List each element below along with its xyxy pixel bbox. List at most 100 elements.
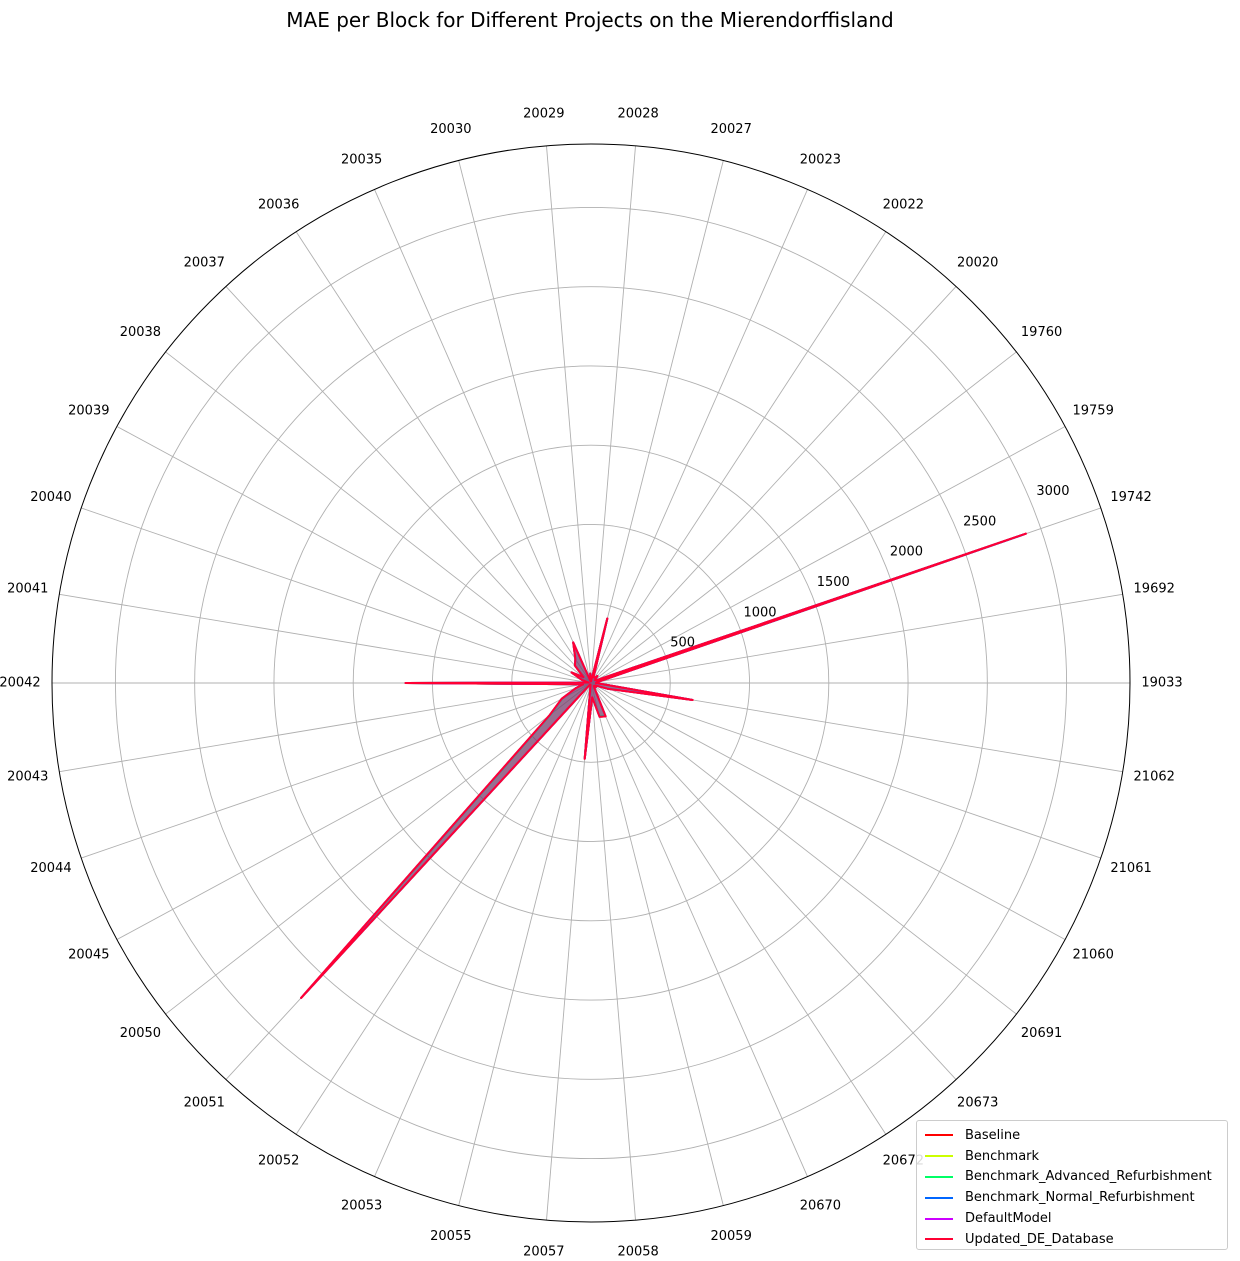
category-label: 21060 (1072, 947, 1113, 962)
series-line (300, 532, 1027, 999)
chart-legend: Baseline Benchmark Benchmark_Advanced_Refu… (916, 1120, 1228, 1250)
category-label: 20050 (120, 1026, 161, 1041)
chart-title: MAE per Block for Different Projects on … (286, 8, 894, 32)
grid-spoke (81, 507, 592, 684)
radial-tick-label: 1000 (743, 605, 776, 620)
category-label: 19742 (1110, 490, 1151, 505)
category-label: 20044 (30, 861, 71, 876)
grid-spoke (374, 682, 592, 1177)
category-label: 20030 (430, 122, 471, 137)
grid-spoke (590, 682, 1101, 859)
grid-spoke (590, 682, 1017, 1015)
radial-tick-label: 1500 (817, 575, 850, 590)
grid-spoke (546, 682, 592, 1221)
category-label: 21061 (1110, 861, 1151, 876)
grid-spoke (374, 189, 592, 684)
series-fill-overlay (301, 533, 1026, 998)
legend-swatch (925, 1134, 953, 1137)
category-label: 20670 (800, 1198, 841, 1213)
grid-spoke (165, 351, 592, 684)
series-line (300, 532, 1027, 999)
category-label: 20035 (341, 153, 382, 168)
grid-spoke (295, 682, 592, 1135)
legend-label: DefaultModel (965, 1211, 1052, 1227)
category-label: 19692 (1134, 582, 1175, 597)
category-label: 20045 (68, 947, 109, 962)
radial-tick-labels: 500 1000 1500 2000 2500 3000 (670, 484, 1069, 651)
grid-spoke (165, 682, 592, 1015)
legend-swatch (925, 1238, 953, 1241)
category-label: 20042 (0, 676, 41, 691)
category-label: 20673 (957, 1096, 998, 1111)
category-label: 19760 (1021, 325, 1062, 340)
category-label: 19759 (1072, 404, 1113, 419)
category-label: 20038 (120, 325, 161, 340)
grid-spoke (590, 682, 636, 1221)
category-label: 20028 (617, 106, 658, 121)
category-label: 21062 (1134, 769, 1175, 784)
legend-label: Updated_DE_Database (965, 1231, 1114, 1247)
series-line (300, 532, 1027, 999)
series-fill (301, 533, 1026, 998)
series-line (300, 532, 1027, 999)
legend-label: Benchmark_Advanced_Refurbishment (965, 1169, 1212, 1185)
grid-spoke (590, 145, 636, 684)
grid-spoke (590, 189, 808, 684)
category-label: 20672 (883, 1154, 924, 1169)
grid-spoke (458, 160, 592, 684)
legend-item: Baseline (925, 1125, 1219, 1146)
grid-spoke (590, 682, 887, 1135)
legend-item: Updated_DE_Database (925, 1229, 1219, 1250)
category-label: 20023 (800, 153, 841, 168)
legend-item: Benchmark_Advanced_Refurbishment (925, 1167, 1219, 1188)
category-label: 20052 (258, 1154, 299, 1169)
category-label: 20055 (430, 1229, 471, 1244)
legend-swatch (925, 1155, 953, 1158)
legend-swatch (925, 1217, 953, 1220)
category-label: 20051 (184, 1096, 225, 1111)
grid-spoke (458, 682, 592, 1206)
radial-tick-label: 2500 (963, 514, 996, 529)
grid-spoke (116, 682, 592, 940)
grid-spoke (590, 286, 957, 684)
category-label: 20691 (1021, 1026, 1062, 1041)
category-label: 20053 (341, 1198, 382, 1213)
grid-spoke (590, 160, 724, 684)
category-label: 20027 (710, 122, 751, 137)
grid-spoke (295, 231, 592, 684)
grid-spoke (546, 145, 592, 684)
grid-spoke (590, 682, 724, 1206)
series-fill (301, 533, 1026, 998)
legend-label: Baseline (965, 1127, 1021, 1143)
grid-spoke (225, 286, 592, 684)
grid-spoke (81, 682, 592, 859)
category-label: 20020 (957, 255, 998, 270)
grid-spoke (590, 682, 957, 1080)
legend-swatch (925, 1175, 953, 1178)
series-fill (301, 533, 1026, 998)
category-label: 20040 (30, 490, 71, 505)
polar-frame (51, 143, 1131, 1223)
radial-tick-label: 3000 (1036, 484, 1069, 499)
radial-tick-label: 2000 (890, 545, 923, 560)
category-labels: 19033 19692 19742 19759 19760 20020 20022 20023… (0, 106, 1183, 1259)
grid-spoke (590, 682, 808, 1177)
category-label: 20043 (7, 769, 48, 784)
series-fills (301, 533, 1026, 998)
grid-spoke (590, 351, 1017, 684)
category-label: 20036 (258, 197, 299, 212)
series-lines (300, 532, 1027, 999)
grid-spoke (590, 682, 1066, 940)
category-label: 20057 (523, 1245, 564, 1260)
legend-item: DefaultModel (925, 1208, 1219, 1229)
grid-spoke (59, 682, 592, 773)
legend-item: Benchmark (925, 1146, 1219, 1167)
category-label: 19033 (1141, 676, 1182, 691)
grid-spoke (590, 593, 1123, 684)
category-label: 20039 (68, 404, 109, 419)
category-label: 20058 (617, 1245, 658, 1260)
category-label: 20022 (883, 197, 924, 212)
category-label: 20037 (184, 255, 225, 270)
legend-item: Benchmark_Normal_Refurbishment (925, 1187, 1219, 1208)
